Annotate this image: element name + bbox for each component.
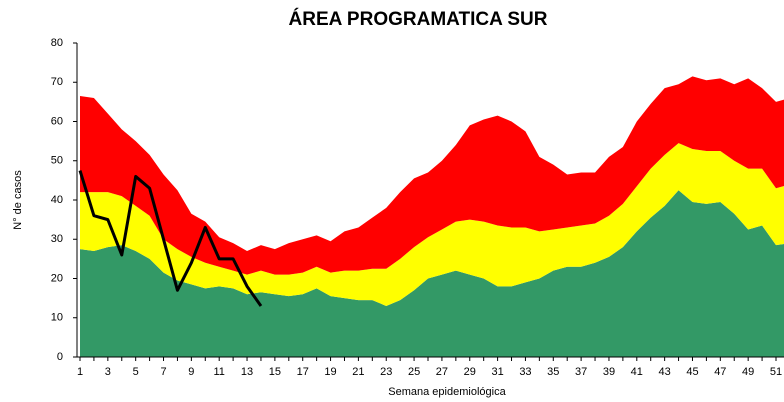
x-tick-label: 3: [105, 366, 111, 378]
y-tick-label: 80: [51, 37, 63, 49]
x-tick-label: 25: [408, 366, 420, 378]
y-axis-label: N° de casos: [12, 170, 24, 230]
x-tick-label: 33: [519, 366, 531, 378]
x-tick-label: 9: [188, 366, 194, 378]
area: [80, 76, 784, 275]
y-tick-label: 10: [51, 312, 63, 324]
x-tick-label: 37: [575, 366, 587, 378]
x-tick-label: 35: [547, 366, 559, 378]
x-tick-label: 51: [770, 366, 782, 378]
x-tick-label: 31: [491, 366, 503, 378]
x-tick-label: 1: [77, 366, 83, 378]
area: [80, 143, 784, 306]
y-tick-label: 50: [51, 155, 63, 167]
x-tick-label: 21: [352, 366, 364, 378]
x-tick-label: 41: [631, 366, 643, 378]
x-tick-label: 23: [380, 366, 392, 378]
y-tick-label: 60: [51, 115, 63, 127]
line: [78, 170, 263, 307]
area: [80, 190, 784, 357]
chart-title: ÁREA PROGRAMATICA SUR: [289, 8, 548, 30]
x-tick-label: 7: [160, 366, 166, 378]
x-tick-label: 49: [742, 366, 754, 378]
x-tick-label: 17: [297, 366, 309, 378]
y-tick-label: 20: [51, 272, 63, 284]
x-tick-label: 43: [659, 366, 671, 378]
x-tick-label: 45: [686, 366, 698, 378]
y-tick-label: 40: [51, 194, 63, 206]
x-tick-label: 5: [133, 366, 139, 378]
x-tick-label: 29: [464, 366, 476, 378]
y-tick-label: 30: [51, 233, 63, 245]
x-tick-label: 47: [714, 366, 726, 378]
x-tick-label: 11: [213, 366, 224, 378]
x-tick-label: 15: [269, 366, 281, 378]
x-axis-label: Semana epidemiológica: [388, 386, 506, 398]
y-tick-label: 70: [51, 76, 63, 88]
x-tick-label: 19: [324, 366, 336, 378]
x-tick-label: 27: [436, 366, 448, 378]
y-tick-label: 0: [57, 351, 63, 363]
x-tick-label: 39: [603, 366, 615, 378]
x-tick-label: 13: [241, 366, 253, 378]
